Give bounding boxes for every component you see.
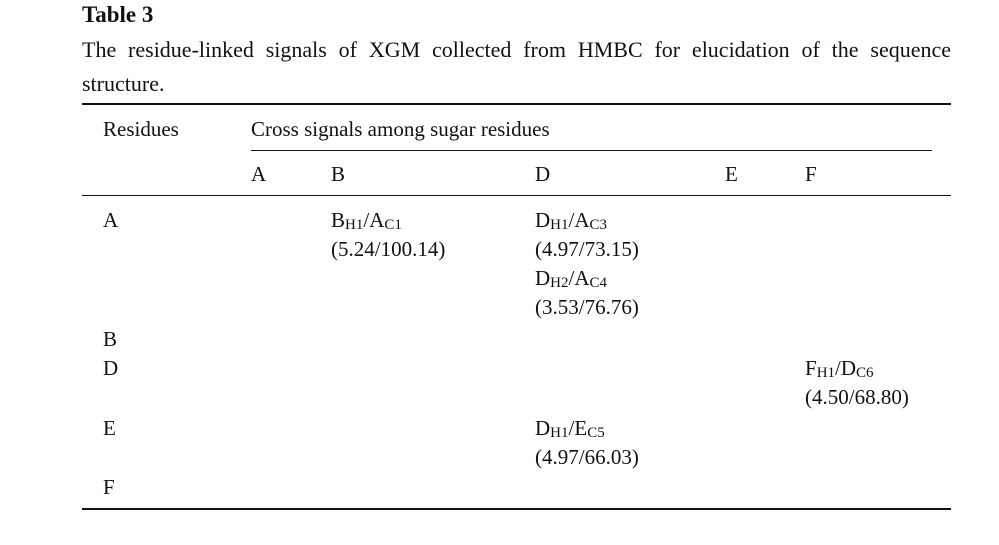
group-header: Cross signals among sugar residues [251, 117, 550, 141]
subscript: H2 [550, 275, 569, 291]
label-part: D [535, 266, 551, 290]
signal-cell: BH1/AC1 (5.24/100.14) [331, 206, 445, 264]
label-part: D [535, 208, 551, 232]
header-rule [82, 195, 951, 196]
subscript: C4 [589, 275, 608, 291]
row-residue: B [103, 327, 118, 351]
bottom-rule [82, 508, 951, 510]
column-header: A [251, 162, 267, 186]
subscript: H1 [550, 217, 569, 233]
signal-label: DH1/EC5 [535, 414, 639, 443]
subscript: C3 [589, 217, 608, 233]
subscript: H1 [345, 217, 364, 233]
subscript: H1 [550, 425, 569, 441]
column-header: D [535, 162, 551, 186]
label-part: /D [835, 356, 857, 380]
signal-label: BH1/AC1 [331, 206, 445, 235]
label-part: /E [568, 416, 588, 440]
subscript: C5 [587, 425, 605, 441]
signal-label: DH1/AC3 [535, 206, 639, 235]
table-caption: The residue-linked signals of XGM collec… [82, 37, 951, 96]
signal-shifts: (4.97/66.03) [535, 445, 639, 469]
signal-cell: DH1/EC5 (4.97/66.03) [535, 414, 639, 472]
subscript: C6 [856, 365, 874, 381]
label-part: B [331, 208, 346, 232]
column-header: B [331, 162, 346, 186]
signal-label: DH2/AC4 [535, 264, 639, 293]
row-residue: E [103, 416, 116, 440]
subscript: H1 [816, 365, 836, 381]
signal-cell: FH1/DC6 (4.50/68.80) [805, 354, 909, 412]
row-residue: D [103, 356, 119, 380]
label-part: /A [363, 208, 385, 232]
label-part: D [535, 416, 551, 440]
label-part: /A [568, 266, 590, 290]
signal-cell: DH1/AC3 (4.97/73.15) DH2/AC4 (3.53/76.76) [535, 206, 639, 322]
label-part: /A [568, 208, 590, 232]
group-rule [251, 150, 932, 151]
subscript: C1 [384, 217, 402, 233]
label-part: F [805, 356, 817, 380]
top-rule [82, 103, 951, 105]
column-header: E [725, 162, 738, 186]
column-header: F [805, 162, 817, 186]
signal-label: FH1/DC6 [805, 354, 909, 383]
signal-shifts: (5.24/100.14) [331, 237, 446, 261]
residues-header: Residues [103, 117, 179, 141]
signal-shifts: (4.97/73.15) [535, 237, 639, 261]
signal-shifts: (4.50/68.80) [805, 385, 909, 409]
signal-shifts: (3.53/76.76) [535, 295, 639, 319]
table-label: Table 3 [82, 2, 154, 27]
row-residue: A [103, 208, 119, 232]
row-residue: F [103, 475, 115, 499]
